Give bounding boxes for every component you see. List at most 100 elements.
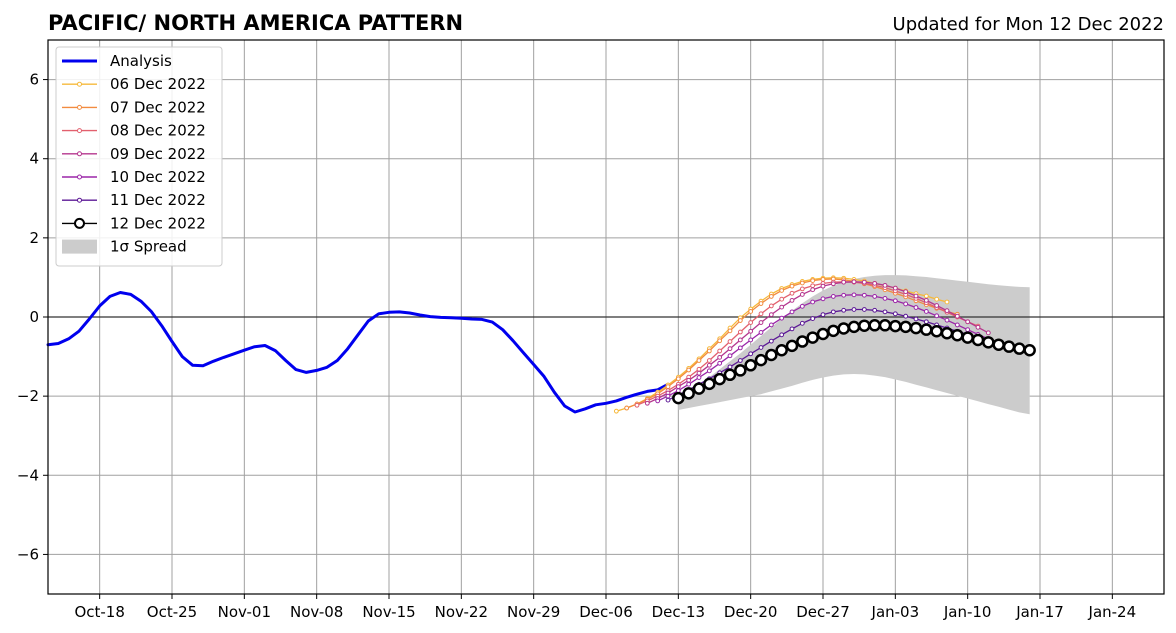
forecast-point [841, 292, 847, 298]
legend-label: 10 Dec 2022 [110, 168, 206, 186]
forecast-point [861, 279, 867, 285]
legend-marker [77, 197, 82, 203]
series-layer [46, 275, 1036, 414]
forecast-point [944, 317, 950, 323]
forecast-point [686, 381, 692, 387]
forecast-point [903, 289, 909, 295]
forecast-point [799, 286, 805, 292]
forecast-point [861, 307, 867, 312]
forecast-point [717, 348, 723, 354]
legend-marker [77, 174, 82, 180]
forecast-point [820, 312, 826, 318]
forecast-point [837, 322, 850, 335]
forecast-line [647, 281, 989, 404]
forecast-point [758, 345, 764, 350]
forecast-point [1002, 340, 1016, 353]
legend-label: 1σ Spread [110, 238, 187, 256]
forecast-point [624, 405, 630, 411]
x-tick-label: Dec-06 [579, 603, 633, 621]
forecast-point [982, 336, 995, 349]
forecast-point [830, 281, 836, 287]
forecast-point [672, 391, 685, 405]
forecast-point [858, 319, 871, 332]
x-tick-label: Jan-10 [943, 603, 992, 621]
forecast-point [799, 292, 805, 297]
forecast-point [758, 311, 764, 317]
legend-label: 07 Dec 2022 [110, 98, 206, 116]
forecast-point [965, 319, 971, 325]
x-tick-label: Jan-17 [1015, 603, 1064, 621]
forecast-point [841, 279, 847, 285]
forecast-point [737, 345, 743, 351]
forecast-point [665, 393, 671, 399]
forecast-point [748, 320, 754, 325]
x-tick-label: Nov-22 [435, 603, 488, 621]
legend-label: 11 Dec 2022 [110, 191, 206, 209]
forecast-point [851, 292, 857, 298]
forecast-point [706, 348, 712, 354]
forecast-point [930, 324, 943, 338]
forecast-point [665, 397, 671, 403]
forecast-point [775, 343, 788, 357]
forecast-point [748, 337, 754, 343]
forecast-point [675, 376, 681, 382]
y-tick-label: 6 [29, 71, 39, 89]
forecast-point [682, 387, 695, 400]
forecast-series-7 [672, 319, 1036, 405]
forecast-point [934, 296, 940, 302]
axis-ticks: Oct-18 Oct-25 Nov-01 Nov-08 Nov-15 Nov-22 Nov-… [17, 71, 1136, 621]
forecast-point [882, 296, 888, 301]
forecast-point [727, 328, 733, 334]
legend-entry: 08 Dec 2022 [62, 122, 206, 140]
y-tick-label: 0 [29, 308, 39, 326]
forecast-point [847, 320, 861, 334]
chart-title: PACIFIC/ NORTH AMERICA PATTERN [48, 11, 463, 35]
forecast-point [696, 358, 702, 363]
legend-entry: 10 Dec 2022 [62, 168, 206, 186]
legend-entry: 1σ Spread [62, 238, 187, 256]
forecast-point [727, 353, 733, 359]
forecast-point [789, 297, 795, 303]
forecast-point [861, 292, 867, 298]
forecast-point [799, 280, 805, 286]
x-tick-label: Dec-13 [652, 603, 706, 621]
forecast-point [851, 279, 857, 285]
forecast-point [734, 364, 747, 377]
forecast-point [748, 328, 754, 334]
forecast-point [696, 370, 702, 376]
forecast-point [1023, 343, 1036, 357]
forecast-point [872, 294, 878, 299]
forecast-point [923, 293, 929, 299]
forecast-point [985, 330, 991, 336]
forecast-point [923, 319, 929, 325]
forecast-point [892, 311, 898, 317]
legend-box [55, 46, 223, 267]
forecast-point [644, 400, 650, 406]
forecast-point [810, 299, 816, 305]
forecast-point [758, 301, 764, 306]
forecast-point [820, 296, 826, 302]
forecast-point [727, 339, 733, 344]
forecast-point [768, 294, 774, 299]
forecast-point [789, 326, 795, 332]
forecast-line [667, 308, 1010, 401]
forecast-point [992, 338, 1005, 351]
forecast-point [954, 313, 960, 319]
legend-label: 12 Dec 2022 [110, 214, 206, 232]
y-tick-label: −2 [17, 387, 39, 405]
forecast-point [889, 319, 902, 333]
forecast-point [634, 402, 640, 408]
forecast-point [820, 283, 826, 289]
forecast-point [768, 338, 774, 344]
forecast-series-4 [644, 279, 991, 406]
legend-label: Analysis [110, 52, 172, 70]
forecast-point [841, 307, 847, 313]
forecast-point [923, 309, 929, 314]
legend-marker [74, 217, 85, 229]
forecast-point [748, 351, 754, 357]
forecast-point [779, 296, 785, 302]
forecast-point [768, 303, 774, 309]
legend-entry: 06 Dec 2022 [62, 75, 206, 93]
forecast-point [903, 301, 909, 307]
forecast-point [723, 368, 737, 382]
